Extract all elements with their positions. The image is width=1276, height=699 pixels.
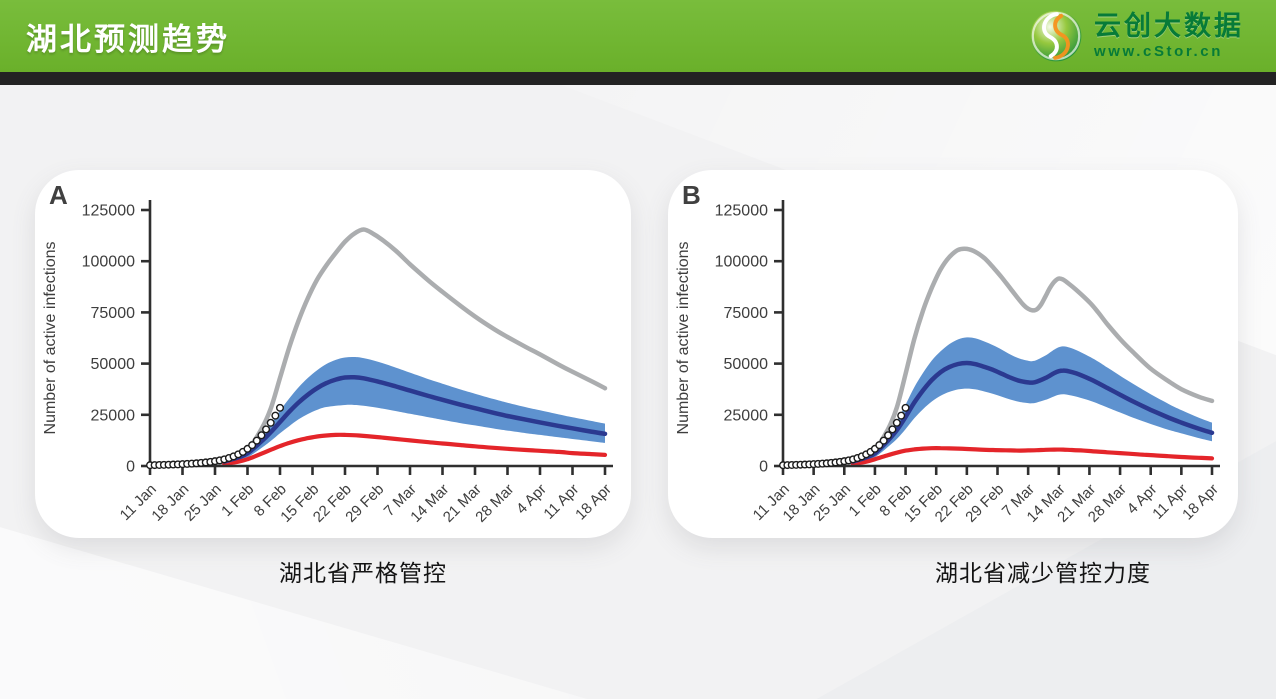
page-title: 湖北预测趋势: [26, 21, 230, 57]
caption-chart-b: 湖北省减少管控力度: [935, 560, 1151, 586]
svg-text:B: B: [682, 180, 701, 210]
logo-text-block: 云创大数据 www.cStor.cn: [1094, 10, 1244, 60]
svg-text:1 Feb: 1 Feb: [846, 481, 885, 520]
cstor-swirl-icon: [1030, 10, 1082, 62]
header-bar: 湖北预测趋势 云创大数据 www.cStor.cn: [0, 0, 1276, 72]
svg-text:1 Feb: 1 Feb: [218, 481, 257, 520]
logo-website: www.cStor.cn: [1094, 42, 1224, 60]
svg-text:100000: 100000: [715, 254, 768, 271]
chart-card-a: 0 25000 50000 75000 100000 125000 11 Jan 18 Jan…: [35, 170, 631, 538]
header-underline: [0, 72, 1276, 85]
svg-text:25000: 25000: [724, 407, 769, 424]
svg-text:100000: 100000: [82, 254, 135, 271]
svg-text:0: 0: [126, 459, 135, 476]
svg-text:Number of active infections: Number of active infections: [675, 242, 692, 435]
cstor-logo: 云创大数据 www.cStor.cn: [1028, 8, 1244, 64]
svg-text:A: A: [49, 180, 68, 210]
svg-text:Number of active infections: Number of active infections: [42, 242, 59, 435]
svg-text:125000: 125000: [715, 203, 768, 220]
svg-text:0: 0: [759, 459, 768, 476]
svg-text:50000: 50000: [91, 356, 136, 373]
chart-card-b: 0 25000 50000 75000 100000 125000 11 Jan 18 Jan…: [668, 170, 1238, 538]
svg-text:125000: 125000: [82, 203, 135, 220]
svg-text:25000: 25000: [91, 407, 136, 424]
svg-text:18 Apr: 18 Apr: [572, 481, 615, 524]
svg-text:75000: 75000: [91, 305, 136, 322]
svg-text:25 Jan: 25 Jan: [181, 481, 225, 525]
caption-chart-a: 湖北省严格管控: [279, 560, 447, 586]
svg-text:50000: 50000: [724, 356, 769, 373]
logo-company-name: 云创大数据: [1094, 10, 1244, 41]
svg-text:75000: 75000: [724, 305, 769, 322]
